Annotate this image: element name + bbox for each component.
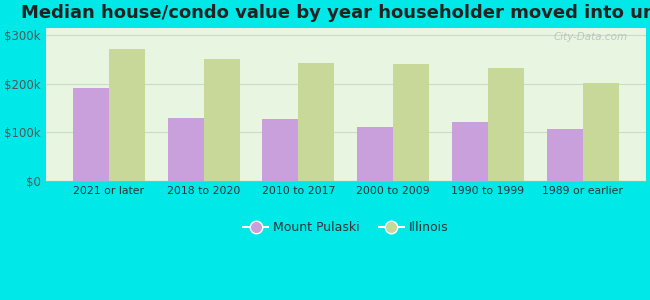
Text: City-Data.com: City-Data.com [554,32,628,43]
Bar [298,63,334,181]
Bar [168,118,203,181]
Bar [582,83,619,181]
Title: Median house/condo value by year householder moved into unit: Median house/condo value by year househo… [21,4,650,22]
Legend: Mount Pulaski, Illinois: Mount Pulaski, Illinois [239,216,453,239]
Bar [73,88,109,181]
Bar [393,64,429,181]
Bar [488,68,524,181]
Bar [203,58,240,181]
Bar [452,122,488,181]
Bar [547,128,582,181]
Bar [357,127,393,181]
Bar [263,119,298,181]
Bar [109,49,145,181]
